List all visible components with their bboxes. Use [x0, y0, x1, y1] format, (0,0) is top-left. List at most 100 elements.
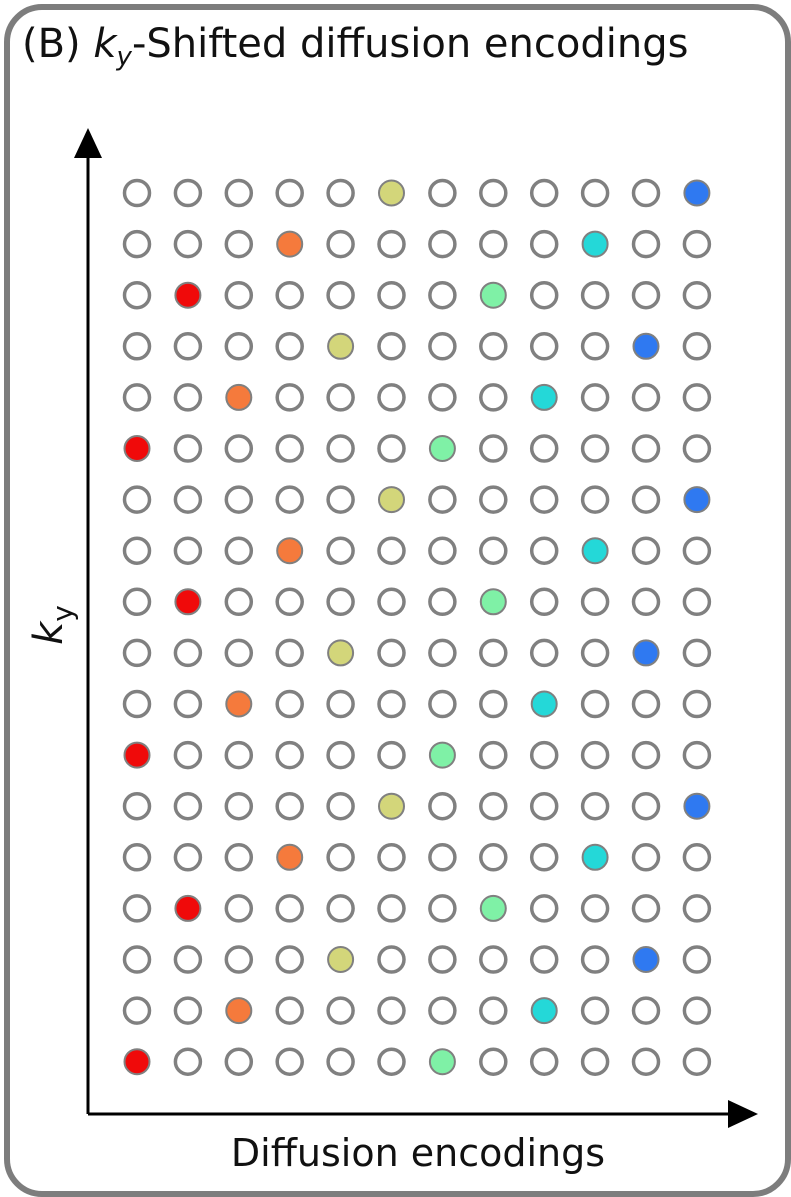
- sample-dot-empty: [428, 485, 457, 514]
- sample-dot-empty: [682, 280, 712, 310]
- sample-dot-empty: [224, 587, 254, 617]
- y-axis-label-variable: k: [26, 620, 72, 645]
- sample-dot-empty: [580, 383, 610, 412]
- sample-dot-empty: [275, 638, 304, 668]
- sample-dot-acquired: [225, 383, 253, 411]
- sample-dot-empty: [377, 1047, 406, 1076]
- sample-dot-empty: [682, 332, 712, 361]
- sample-dot-acquired: [479, 894, 507, 922]
- sample-dot-empty: [529, 638, 559, 668]
- sample-dot-empty: [326, 434, 355, 463]
- sample-dot-empty: [122, 843, 152, 872]
- sample-dot-empty: [428, 843, 457, 872]
- sample-dot-empty: [275, 1047, 304, 1076]
- sample-dot-acquired: [327, 946, 355, 973]
- sample-dot-empty: [580, 434, 610, 463]
- sample-dot-empty: [173, 178, 203, 208]
- sample-dot-empty: [275, 280, 304, 310]
- sample-dot-empty: [479, 383, 508, 412]
- sample-dot-empty: [479, 638, 508, 668]
- sample-dot-empty: [631, 229, 661, 259]
- sample-dot-empty: [326, 740, 355, 770]
- sample-dot-empty: [173, 332, 203, 361]
- sample-dot-empty: [479, 843, 508, 872]
- y-axis-arrowhead: [74, 128, 102, 158]
- sample-dot-acquired: [530, 690, 558, 718]
- sample-dot-empty: [326, 996, 355, 1025]
- sample-dot-empty: [529, 740, 559, 770]
- sample-dot-empty: [224, 1047, 254, 1076]
- sample-dot-empty: [428, 280, 457, 310]
- sample-dot-empty: [479, 689, 508, 719]
- sample-dot-empty: [529, 1047, 559, 1076]
- sample-dot-empty: [275, 485, 304, 514]
- sample-dot-empty: [428, 689, 457, 719]
- sample-dot-empty: [580, 791, 610, 821]
- sample-dot-empty: [326, 843, 355, 872]
- sample-dot-empty: [122, 229, 152, 259]
- sample-dot-empty: [479, 1047, 508, 1076]
- axes: [74, 128, 758, 1128]
- sample-dot-empty: [631, 178, 661, 208]
- sample-dot-acquired: [225, 997, 253, 1025]
- sample-dot-empty: [224, 229, 254, 259]
- sample-dot-empty: [326, 1047, 355, 1076]
- sample-dot-empty: [224, 638, 254, 668]
- sample-dot-empty: [377, 280, 406, 310]
- sample-dot-empty: [122, 894, 152, 923]
- sample-dot-empty: [479, 332, 508, 361]
- sample-dot-acquired: [683, 792, 711, 820]
- sample-dot-acquired: [327, 639, 355, 667]
- sample-dot-empty: [224, 791, 254, 821]
- sample-dot-acquired: [428, 741, 456, 769]
- sample-dot-empty: [224, 536, 254, 565]
- sample-dot-acquired: [123, 1048, 151, 1076]
- sample-dot-empty: [631, 689, 661, 719]
- sample-dot-empty: [682, 229, 712, 259]
- sample-dot-empty: [580, 945, 610, 974]
- sample-dot-empty: [428, 536, 457, 565]
- sample-dot-acquired: [225, 690, 253, 718]
- sample-dot-acquired: [581, 230, 609, 258]
- sample-dot-empty: [580, 996, 610, 1025]
- sample-dot-acquired: [428, 1048, 456, 1076]
- sample-dot-empty: [377, 740, 406, 770]
- sample-dot-empty: [580, 689, 610, 719]
- sample-dot-acquired: [479, 588, 507, 616]
- sample-dot-acquired: [276, 843, 304, 871]
- title-suffix: -Shifted diffusion encodings: [131, 21, 689, 67]
- sample-dot-empty: [682, 587, 712, 617]
- sample-dot-empty: [377, 945, 406, 974]
- sample-dot-empty: [529, 332, 559, 361]
- sample-dot-empty: [122, 689, 152, 719]
- sample-dot-empty: [224, 843, 254, 872]
- sample-dot-empty: [224, 740, 254, 770]
- sample-dot-empty: [580, 280, 610, 310]
- sample-dot-empty: [529, 178, 559, 208]
- sample-dot-empty: [682, 996, 712, 1025]
- sample-dot-empty: [428, 383, 457, 412]
- sample-dot-empty: [377, 587, 406, 617]
- sample-dot-empty: [428, 638, 457, 668]
- sample-dot-empty: [479, 229, 508, 259]
- sample-dot-empty: [529, 945, 559, 974]
- sample-dot-empty: [529, 894, 559, 923]
- sample-dot-empty: [173, 1047, 203, 1076]
- sample-dot-empty: [173, 740, 203, 770]
- sample-dot-empty: [529, 485, 559, 514]
- sample-dot-acquired: [378, 792, 405, 820]
- sample-dot-empty: [479, 434, 508, 463]
- sample-dot-empty: [529, 536, 559, 565]
- sample-dot-acquired: [530, 997, 558, 1025]
- sample-dot-empty: [479, 996, 508, 1025]
- sample-dot-acquired: [327, 332, 355, 360]
- sample-dot-empty: [275, 996, 304, 1025]
- sample-dot-empty: [631, 434, 661, 463]
- sample-dot-empty: [326, 689, 355, 719]
- sample-dot-empty: [326, 280, 355, 310]
- sample-dot-empty: [580, 485, 610, 514]
- sample-dot-empty: [173, 791, 203, 821]
- sample-dot-empty: [122, 332, 152, 361]
- sample-dot-empty: [275, 434, 304, 463]
- sample-dot-empty: [275, 740, 304, 770]
